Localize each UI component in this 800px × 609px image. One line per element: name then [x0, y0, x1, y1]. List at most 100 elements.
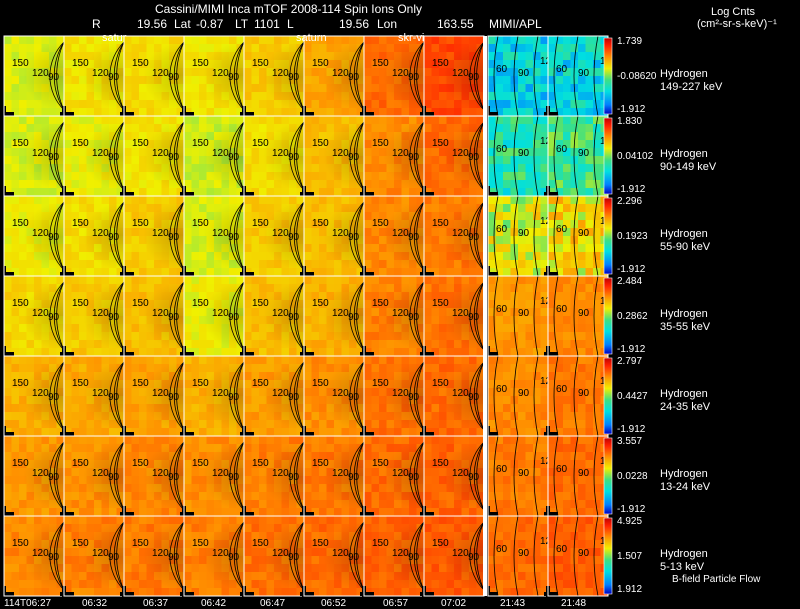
contour-label: 90: [168, 312, 180, 323]
contour-label: 150: [12, 218, 29, 229]
contour-label: 90: [288, 472, 300, 483]
species-label: Hydrogen: [660, 548, 708, 560]
time-label: 21:43: [500, 598, 526, 609]
contour-label: 150: [132, 138, 149, 149]
contour-label: 90: [578, 548, 590, 559]
contour-label: 150: [192, 458, 209, 469]
lt-label: LT: [235, 17, 249, 31]
species-label: Hydrogen: [660, 68, 708, 80]
group-separator: [483, 36, 487, 596]
contour-label: 120: [92, 308, 109, 319]
time-label: 06:57: [383, 598, 409, 609]
contour-label: 90: [168, 552, 180, 563]
species-label: Hydrogen: [660, 308, 708, 320]
energy-label: 149-227 keV: [660, 81, 723, 93]
contour-label: 150: [372, 378, 389, 389]
contour-label: 90: [288, 312, 300, 323]
contour-label: 90: [168, 472, 180, 483]
contour-label: 90: [468, 232, 480, 243]
colorbar-r4: [604, 358, 612, 434]
colorbar-mid-label: 1.507: [617, 551, 643, 562]
contour-label: 60: [496, 304, 508, 315]
colorbar-max-label: 2.296: [617, 196, 643, 207]
contour-label: 120: [452, 308, 469, 319]
contour-label: 150: [132, 458, 149, 469]
contour-label: 150: [72, 138, 89, 149]
contour-label: 60: [556, 224, 568, 235]
contour-label: 90: [48, 312, 60, 323]
contour-label: 120: [92, 388, 109, 399]
colorbar-title: Log Cnts: [711, 6, 756, 18]
time-label: 06:52: [321, 598, 347, 609]
contour-label: 120: [212, 228, 229, 239]
contour-label: 150: [12, 378, 29, 389]
colorbar-min-label: -1.912: [617, 264, 646, 275]
contour-label: 150: [312, 458, 329, 469]
time-label: 06:32: [82, 598, 108, 609]
contour-label: 150: [72, 58, 89, 69]
contour-label: 120: [272, 148, 289, 159]
contour-label: 120: [272, 228, 289, 239]
contour-label: 90: [288, 392, 300, 403]
contour-label: 90: [108, 312, 120, 323]
contour-label: 90: [108, 152, 120, 163]
contour-label: 90: [168, 232, 180, 243]
energy-label: 13-24 keV: [660, 481, 711, 493]
contour-label: 90: [468, 72, 480, 83]
contour-label: 90: [468, 472, 480, 483]
contour-label: 120: [32, 308, 49, 319]
contour-label: 120: [212, 308, 229, 319]
time-label: 21:48: [561, 598, 587, 609]
contour-label: 120: [152, 228, 169, 239]
contour-label: 150: [252, 138, 269, 149]
lon-value: 163.55: [437, 17, 474, 31]
contour-label: 120: [392, 228, 409, 239]
contour-label: 150: [372, 138, 389, 149]
contour-label: 150: [132, 538, 149, 549]
contour-label: 60: [556, 384, 568, 395]
colorbar-r3: [604, 278, 612, 354]
contour-label: 90: [48, 552, 60, 563]
contour-label: 120: [332, 468, 349, 479]
contour-label: 150: [72, 458, 89, 469]
contour-label: 60: [496, 544, 508, 555]
contour-label: 90: [288, 152, 300, 163]
contour-label: 90: [228, 232, 240, 243]
contour-label: 120: [92, 548, 109, 559]
colorbar-min-label: -1.912: [617, 104, 646, 115]
contour-label: 150: [432, 298, 449, 309]
contour-label: 90: [408, 312, 420, 323]
contour-label: 12: [540, 216, 552, 227]
l-label: L: [287, 17, 294, 31]
contour-label: 150: [12, 138, 29, 149]
time-label: 06:42: [201, 598, 227, 609]
contour-label: 90: [408, 72, 420, 83]
colorbar-max-label: 1.739: [617, 36, 643, 47]
contour-label: 90: [578, 388, 590, 399]
contour-label: 12: [540, 296, 552, 307]
contour-label: 120: [32, 468, 49, 479]
contour-label: 90: [578, 148, 590, 159]
contour-label: 90: [348, 232, 360, 243]
contour-label: 120: [92, 228, 109, 239]
contour-label: 150: [192, 58, 209, 69]
contour-label: 150: [132, 218, 149, 229]
colorbar-min-label: -1.912: [617, 184, 646, 195]
footer-note: B-field Particle Flow: [672, 574, 761, 585]
contour-label: 120: [332, 548, 349, 559]
species-label: Hydrogen: [660, 148, 708, 160]
contour-label: 150: [312, 138, 329, 149]
contour-label: 120: [332, 148, 349, 159]
contour-label: 90: [348, 472, 360, 483]
contour-label: 90: [468, 552, 480, 563]
contour-label: 90: [468, 312, 480, 323]
contour-label: 120: [392, 548, 409, 559]
contour-label: 90: [228, 152, 240, 163]
contour-label: 120: [452, 228, 469, 239]
contour-label: 150: [432, 378, 449, 389]
energy-label: 5-13 keV: [660, 561, 705, 573]
colorbar-r2: [604, 198, 612, 274]
